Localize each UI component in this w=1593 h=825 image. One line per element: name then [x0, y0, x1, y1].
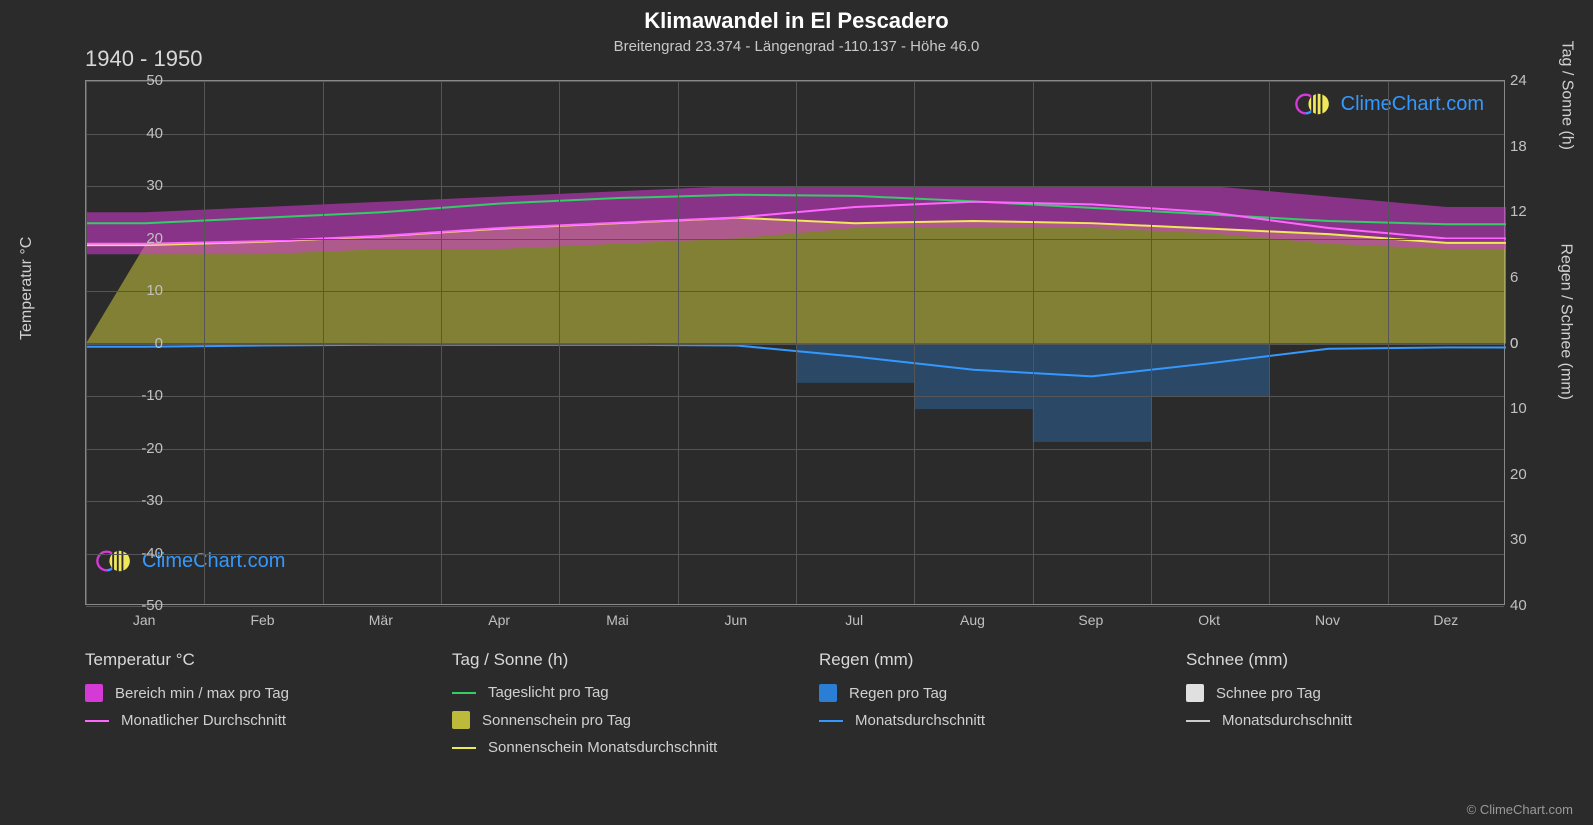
legend-column: Schnee (mm) Schnee pro Tag Monatsdurchschn…: [1186, 650, 1533, 766]
legend-swatch: [85, 720, 109, 722]
y-left-tick-label: -40: [123, 545, 163, 562]
rain-bar: [1151, 344, 1269, 397]
legend-swatch: [452, 692, 476, 694]
x-tick-label: Jun: [716, 612, 756, 628]
legend: Temperatur °C Bereich min / max pro Tag Mo…: [85, 650, 1533, 766]
legend-column: Temperatur °C Bereich min / max pro Tag Mo…: [85, 650, 432, 766]
y-right-top-tick-label: 6: [1510, 269, 1550, 286]
legend-label: Monatsdurchschnitt: [855, 712, 985, 729]
legend-label: Regen pro Tag: [849, 685, 947, 702]
legend-item: Monatsdurchschnitt: [1186, 712, 1533, 729]
rain-bar: [1033, 344, 1151, 442]
legend-header: Regen (mm): [819, 650, 1166, 670]
y-right-bot-axis-title: Regen / Schnee (mm): [1557, 243, 1575, 400]
x-tick-label: Jul: [834, 612, 874, 628]
x-tick-label: Okt: [1189, 612, 1229, 628]
logo-icon: [1295, 91, 1333, 117]
legend-label: Schnee pro Tag: [1216, 685, 1321, 702]
legend-item: Tageslicht pro Tag: [452, 684, 799, 701]
legend-item: Monatsdurchschnitt: [819, 712, 1166, 729]
y-left-tick-label: 30: [123, 177, 163, 194]
chart-title: Klimawandel in El Pescadero: [0, 8, 1593, 34]
y-right-top-tick-label: 12: [1510, 203, 1550, 220]
legend-label: Tageslicht pro Tag: [488, 684, 609, 701]
chart-plot-area: ClimeChart.com ClimeChart.com: [85, 80, 1505, 605]
legend-header: Tag / Sonne (h): [452, 650, 799, 670]
legend-column: Regen (mm) Regen pro Tag Monatsdurchschnit…: [819, 650, 1166, 766]
y-right-bot-tick-label: 0: [1510, 335, 1550, 352]
watermark-text: ClimeChart.com: [1341, 93, 1484, 116]
legend-swatch: [1186, 684, 1204, 702]
legend-label: Sonnenschein pro Tag: [482, 712, 631, 729]
x-tick-label: Dez: [1426, 612, 1466, 628]
legend-swatch: [85, 684, 103, 702]
legend-label: Bereich min / max pro Tag: [115, 685, 289, 702]
watermark-top: ClimeChart.com: [1295, 91, 1484, 117]
legend-item: Regen pro Tag: [819, 684, 1166, 702]
legend-item: Bereich min / max pro Tag: [85, 684, 432, 702]
legend-column: Tag / Sonne (h) Tageslicht pro Tag Sonnens…: [452, 650, 799, 766]
x-tick-label: Aug: [953, 612, 993, 628]
legend-swatch: [819, 720, 843, 722]
y-right-top-tick-label: 18: [1510, 138, 1550, 155]
chart-subtitle: Breitengrad 23.374 - Längengrad -110.137…: [0, 38, 1593, 55]
legend-item: Sonnenschein Monatsdurchschnitt: [452, 739, 799, 756]
legend-item: Monatlicher Durchschnitt: [85, 712, 432, 729]
y-right-top-axis-title: Tag / Sonne (h): [1557, 41, 1575, 150]
legend-label: Sonnenschein Monatsdurchschnitt: [488, 739, 717, 756]
chart-svg-layer: [86, 81, 1504, 604]
y-right-bot-tick-label: 30: [1510, 531, 1550, 548]
y-left-tick-label: -30: [123, 492, 163, 509]
y-right-top-tick-label: 24: [1510, 72, 1550, 89]
legend-swatch: [1186, 720, 1210, 722]
x-tick-label: Mai: [598, 612, 638, 628]
y-right-bot-tick-label: 20: [1510, 466, 1550, 483]
x-tick-label: Nov: [1308, 612, 1348, 628]
legend-item: Sonnenschein pro Tag: [452, 711, 799, 729]
legend-header: Temperatur °C: [85, 650, 432, 670]
y-left-tick-label: -20: [123, 440, 163, 457]
rain-bar: [914, 344, 1032, 410]
x-tick-label: Jan: [124, 612, 164, 628]
copyright-text: © ClimeChart.com: [1467, 802, 1573, 817]
y-left-tick-label: 50: [123, 72, 163, 89]
x-tick-label: Sep: [1071, 612, 1111, 628]
y-left-tick-label: 40: [123, 125, 163, 142]
legend-header: Schnee (mm): [1186, 650, 1533, 670]
legend-swatch: [452, 747, 476, 749]
y-right-bot-tick-label: 10: [1510, 400, 1550, 417]
legend-label: Monatlicher Durchschnitt: [121, 712, 286, 729]
legend-swatch: [819, 684, 837, 702]
legend-item: Schnee pro Tag: [1186, 684, 1533, 702]
x-tick-label: Apr: [479, 612, 519, 628]
legend-label: Monatsdurchschnitt: [1222, 712, 1352, 729]
rain-bar: [796, 344, 914, 383]
y-left-tick-label: 10: [123, 282, 163, 299]
y-left-axis-title: Temperatur °C: [18, 237, 36, 340]
x-tick-label: Feb: [243, 612, 283, 628]
y-left-tick-label: -10: [123, 387, 163, 404]
y-left-tick-label: 20: [123, 230, 163, 247]
period-label: 1940 - 1950: [85, 46, 202, 72]
y-left-tick-label: 0: [123, 335, 163, 352]
x-tick-label: Mär: [361, 612, 401, 628]
y-right-bot-tick-label: 40: [1510, 597, 1550, 614]
legend-swatch: [452, 711, 470, 729]
